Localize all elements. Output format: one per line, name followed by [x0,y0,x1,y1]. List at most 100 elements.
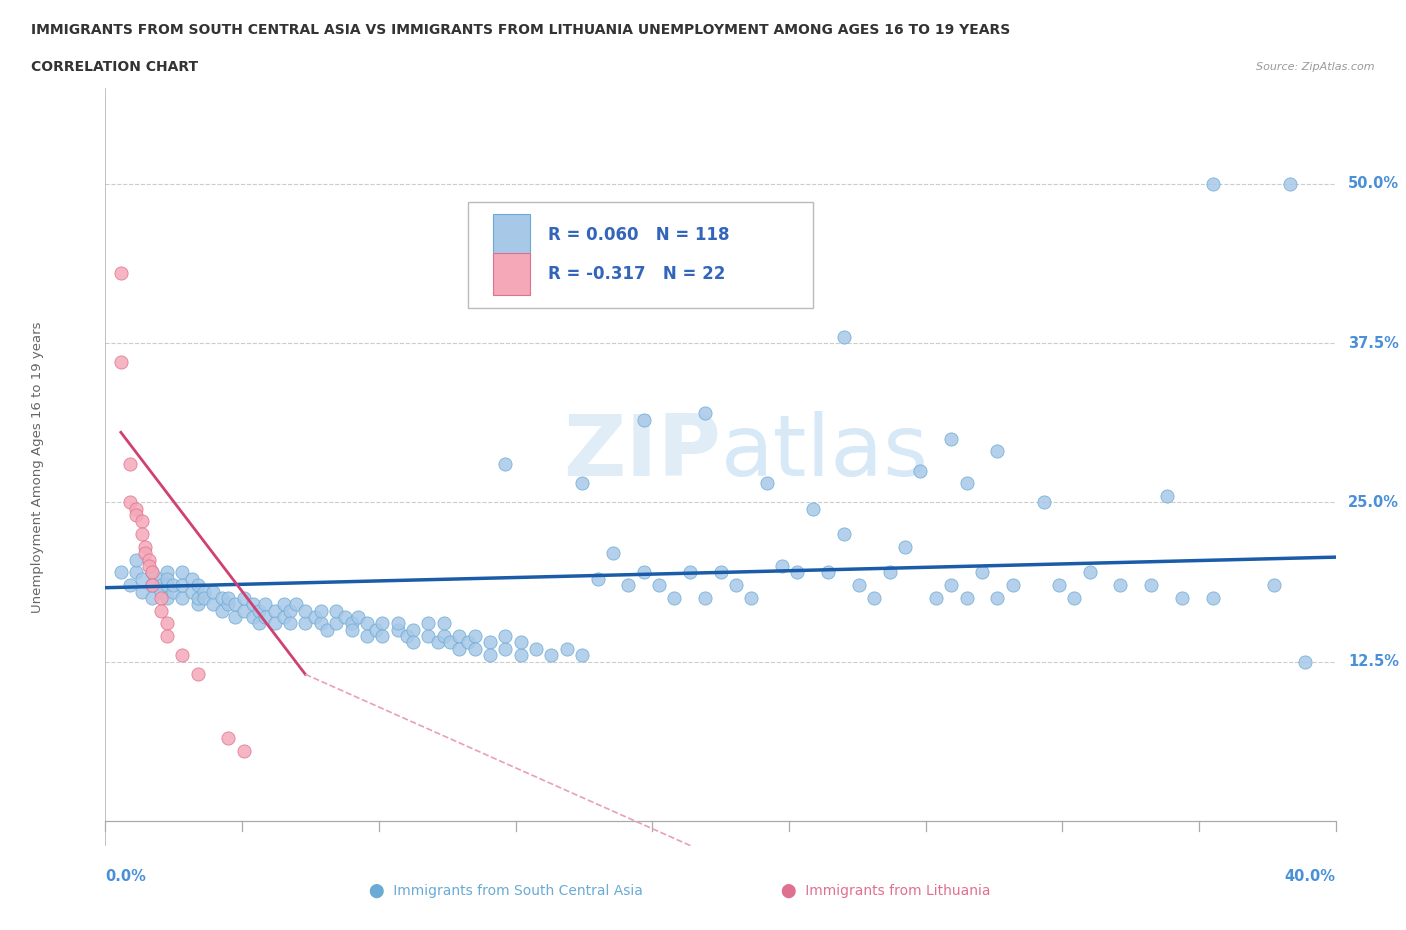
Text: ⬤  Immigrants from South Central Asia: ⬤ Immigrants from South Central Asia [370,884,643,898]
Point [648,578,671,592]
Point [242,597,264,612]
Point [371,616,394,631]
Point [187,667,209,682]
Point [755,476,778,491]
Point [156,578,179,592]
Point [149,584,172,599]
Point [125,508,148,523]
Point [138,559,160,574]
Text: 40.0%: 40.0% [1285,870,1336,884]
Point [156,591,179,605]
Point [273,609,295,624]
Point [254,609,277,624]
Point [172,565,194,580]
Point [433,629,456,644]
Point [131,571,153,586]
Point [1263,578,1285,592]
Point [1171,591,1194,605]
Point [1140,578,1163,592]
Point [956,476,979,491]
Point [141,578,163,592]
Point [941,578,963,592]
Point [464,642,486,657]
Point [242,609,264,624]
Point [695,591,717,605]
Point [273,597,295,612]
Point [1001,578,1024,592]
Point [571,648,593,663]
Point [509,635,531,650]
Point [449,642,471,657]
Point [335,609,357,624]
Point [180,571,202,586]
Point [278,616,301,631]
Point [724,578,747,592]
Point [832,526,855,541]
Point [131,526,153,541]
Point [1201,591,1223,605]
Point [211,591,233,605]
Point [325,616,347,631]
Point [1078,565,1101,580]
Point [1032,495,1054,510]
Point [285,597,308,612]
Point [131,584,153,599]
Point [315,622,337,637]
Point [120,457,141,472]
Point [970,565,993,580]
Text: 50.0%: 50.0% [1348,177,1399,192]
Point [125,501,148,516]
Point [478,648,501,663]
Point [309,616,332,631]
Point [464,629,486,644]
Point [309,604,332,618]
Point [110,266,132,281]
Text: R = 0.060   N = 118: R = 0.060 N = 118 [548,226,730,244]
Point [325,604,347,618]
Point [110,565,132,580]
Point [356,616,378,631]
Point [141,591,163,605]
Point [149,591,172,605]
Point [555,642,578,657]
Point [395,629,418,644]
Text: Unemployment Among Ages 16 to 19 years: Unemployment Among Ages 16 to 19 years [31,322,44,613]
Point [138,552,160,567]
Point [141,565,163,580]
Point [218,731,240,746]
Point [232,743,254,758]
Point [494,642,516,657]
Point [679,565,702,580]
Point [956,591,979,605]
Point [218,591,240,605]
Text: 0.0%: 0.0% [105,870,146,884]
Point [1201,177,1223,192]
Point [1278,177,1301,192]
Point [402,622,425,637]
Point [457,635,479,650]
Point [141,565,163,580]
Point [232,604,254,618]
Point [172,578,194,592]
Point [156,616,179,631]
Text: Source: ZipAtlas.com: Source: ZipAtlas.com [1257,62,1375,73]
Point [1109,578,1132,592]
Point [617,578,640,592]
Point [294,616,316,631]
Point [149,571,172,586]
Point [848,578,870,592]
Text: ⬤  Immigrants from Lithuania: ⬤ Immigrants from Lithuania [780,884,991,898]
Point [340,622,363,637]
Point [426,635,449,650]
Point [294,604,316,618]
Point [187,578,209,592]
Point [193,584,215,599]
Point [449,629,471,644]
Point [162,578,184,592]
Point [149,604,172,618]
Point [187,597,209,612]
Point [925,591,948,605]
Point [263,604,285,618]
Point [247,604,270,618]
Point [371,629,394,644]
